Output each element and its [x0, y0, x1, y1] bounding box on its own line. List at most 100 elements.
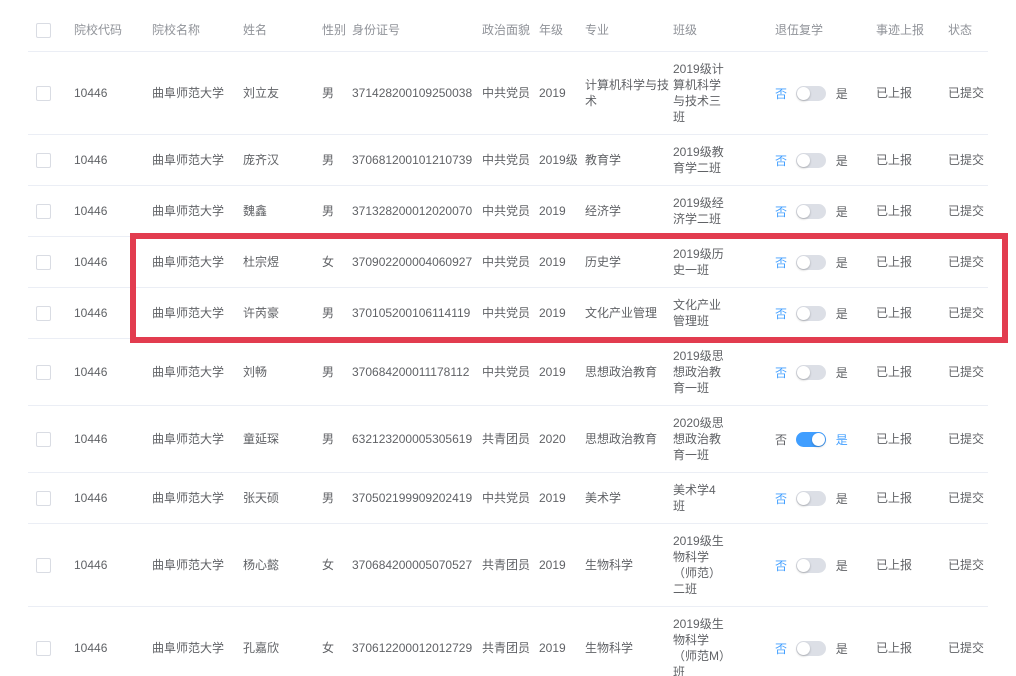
class-text: 2019级经济学二班 [673, 196, 724, 227]
table-header: 院校代码 院校名称 姓名 性别 身份证号 政治面貌 年级 专业 班级 退伍复学 … [28, 6, 988, 53]
cell-name: 刘立友 [232, 51, 310, 136]
header-major: 专业 [581, 6, 665, 53]
cell-id-number: 370105200106114119 [345, 287, 475, 340]
cell-political-status: 中共党员 [475, 134, 533, 187]
toggle-knob [812, 433, 826, 447]
cell-veteran-return: 否 是 [755, 236, 858, 289]
row-checkbox[interactable] [36, 204, 51, 220]
cell-gender: 男 [310, 338, 345, 407]
row-checkbox-cell [28, 134, 62, 187]
cell-class: 2019级生物科学（师范M）班 [665, 606, 755, 676]
toggle-knob [797, 366, 811, 380]
toggle-off-label: 否 [775, 365, 788, 380]
veteran-toggle[interactable] [796, 86, 827, 102]
row-checkbox[interactable] [36, 153, 51, 169]
cell-name: 庞齐汉 [232, 134, 310, 187]
cell-status: 已提交 [936, 51, 988, 136]
cell-status: 已提交 [936, 472, 988, 525]
cell-id-number: 370684200005070527 [345, 523, 475, 608]
veteran-toggle[interactable] [796, 432, 827, 448]
cell-gender: 女 [310, 236, 345, 289]
veteran-toggle[interactable] [796, 641, 827, 657]
cell-id-number: 370681200101210739 [345, 134, 475, 187]
cell-status: 已提交 [936, 185, 988, 238]
cell-status: 已提交 [936, 523, 988, 608]
toggle-knob [797, 205, 811, 219]
cell-political-status: 中共党员 [475, 287, 533, 340]
row-checkbox-cell [28, 185, 62, 238]
header-class: 班级 [665, 6, 755, 53]
veteran-toggle[interactable] [796, 365, 827, 381]
cell-political-status: 中共党员 [475, 185, 533, 238]
toggle-on-label: 是 [835, 306, 848, 321]
veteran-toggle[interactable] [796, 491, 827, 507]
row-checkbox-cell [28, 287, 62, 340]
cell-id-number: 370684200011178112 [345, 338, 475, 407]
select-all-checkbox[interactable] [36, 23, 51, 39]
cell-status: 已提交 [936, 338, 988, 407]
cell-school: 曲阜师范大学 [140, 134, 232, 187]
toggle-on-label: 是 [835, 365, 848, 380]
cell-class: 美术学4班 [665, 472, 755, 525]
cell-code: 10446 [62, 236, 140, 289]
cell-school: 曲阜师范大学 [140, 523, 232, 608]
cell-deeds-report: 已上报 [858, 134, 936, 187]
cell-major: 美术学 [581, 472, 665, 525]
table-row: 10446 曲阜师范大学 刘立友 男 371428200109250038 中共… [28, 51, 988, 136]
cell-grade: 2019 [533, 287, 581, 340]
cell-deeds-report: 已上报 [858, 405, 936, 474]
cell-name: 张天硕 [232, 472, 310, 525]
cell-gender: 男 [310, 134, 345, 187]
row-checkbox[interactable] [36, 306, 51, 322]
cell-id-number: 370502199909202419 [345, 472, 475, 525]
row-checkbox[interactable] [36, 641, 51, 657]
cell-name: 许芮豪 [232, 287, 310, 340]
table-row: 10446 曲阜师范大学 魏鑫 男 371328200012020070 中共党… [28, 185, 988, 238]
cell-veteran-return: 否 是 [755, 287, 858, 340]
row-checkbox-cell [28, 51, 62, 136]
veteran-toggle[interactable] [796, 255, 827, 271]
cell-grade: 2019 [533, 338, 581, 407]
cell-veteran-return: 否 是 [755, 338, 858, 407]
veteran-toggle[interactable] [796, 306, 827, 322]
row-checkbox[interactable] [36, 432, 51, 448]
cell-grade: 2019 [533, 606, 581, 676]
table-body: 10446 曲阜师范大学 刘立友 男 371428200109250038 中共… [28, 51, 988, 676]
veteran-toggle[interactable] [796, 204, 827, 220]
cell-grade: 2019级 [533, 134, 581, 187]
row-checkbox[interactable] [36, 491, 51, 507]
cell-major: 计算机科学与技术 [581, 51, 669, 136]
header-code: 院校代码 [62, 6, 140, 53]
cell-grade: 2019 [533, 51, 581, 136]
header-political-status: 政治面貌 [475, 6, 533, 53]
row-checkbox[interactable] [36, 365, 51, 381]
cell-class: 2020级思想政治教育一班 [665, 405, 755, 474]
row-checkbox[interactable] [36, 255, 51, 271]
cell-school: 曲阜师范大学 [140, 472, 232, 525]
row-checkbox[interactable] [36, 558, 51, 574]
toggle-on-label: 是 [835, 204, 848, 219]
cell-major: 文化产业管理 [581, 287, 665, 340]
veteran-toggle[interactable] [796, 558, 827, 574]
cell-gender: 男 [310, 287, 345, 340]
major-text: 思想政治教育 [585, 365, 658, 380]
cell-gender: 男 [310, 472, 345, 525]
cell-school: 曲阜师范大学 [140, 405, 232, 474]
major-text: 美术学 [585, 491, 622, 506]
cell-political-status: 共青团员 [475, 405, 533, 474]
header-deeds-report: 事迹上报 [858, 6, 936, 53]
cell-veteran-return: 否 是 [755, 405, 858, 474]
veteran-toggle[interactable] [796, 153, 827, 169]
toggle-off-label: 否 [775, 153, 788, 168]
cell-id-number: 632123200005305619 [345, 405, 475, 474]
cell-gender: 男 [310, 405, 345, 474]
table-row: 10446 曲阜师范大学 杜宗煜 女 370902200004060927 中共… [28, 236, 988, 289]
cell-major: 生物科学 [581, 606, 665, 676]
row-checkbox[interactable] [36, 86, 51, 102]
cell-class: 文化产业管理班 [665, 287, 755, 340]
cell-class: 2019级生物科学（师范）二班 [665, 523, 755, 608]
major-text: 经济学 [585, 204, 622, 219]
cell-veteran-return: 否 是 [755, 606, 858, 676]
cell-veteran-return: 否 是 [755, 51, 858, 136]
cell-code: 10446 [62, 472, 140, 525]
